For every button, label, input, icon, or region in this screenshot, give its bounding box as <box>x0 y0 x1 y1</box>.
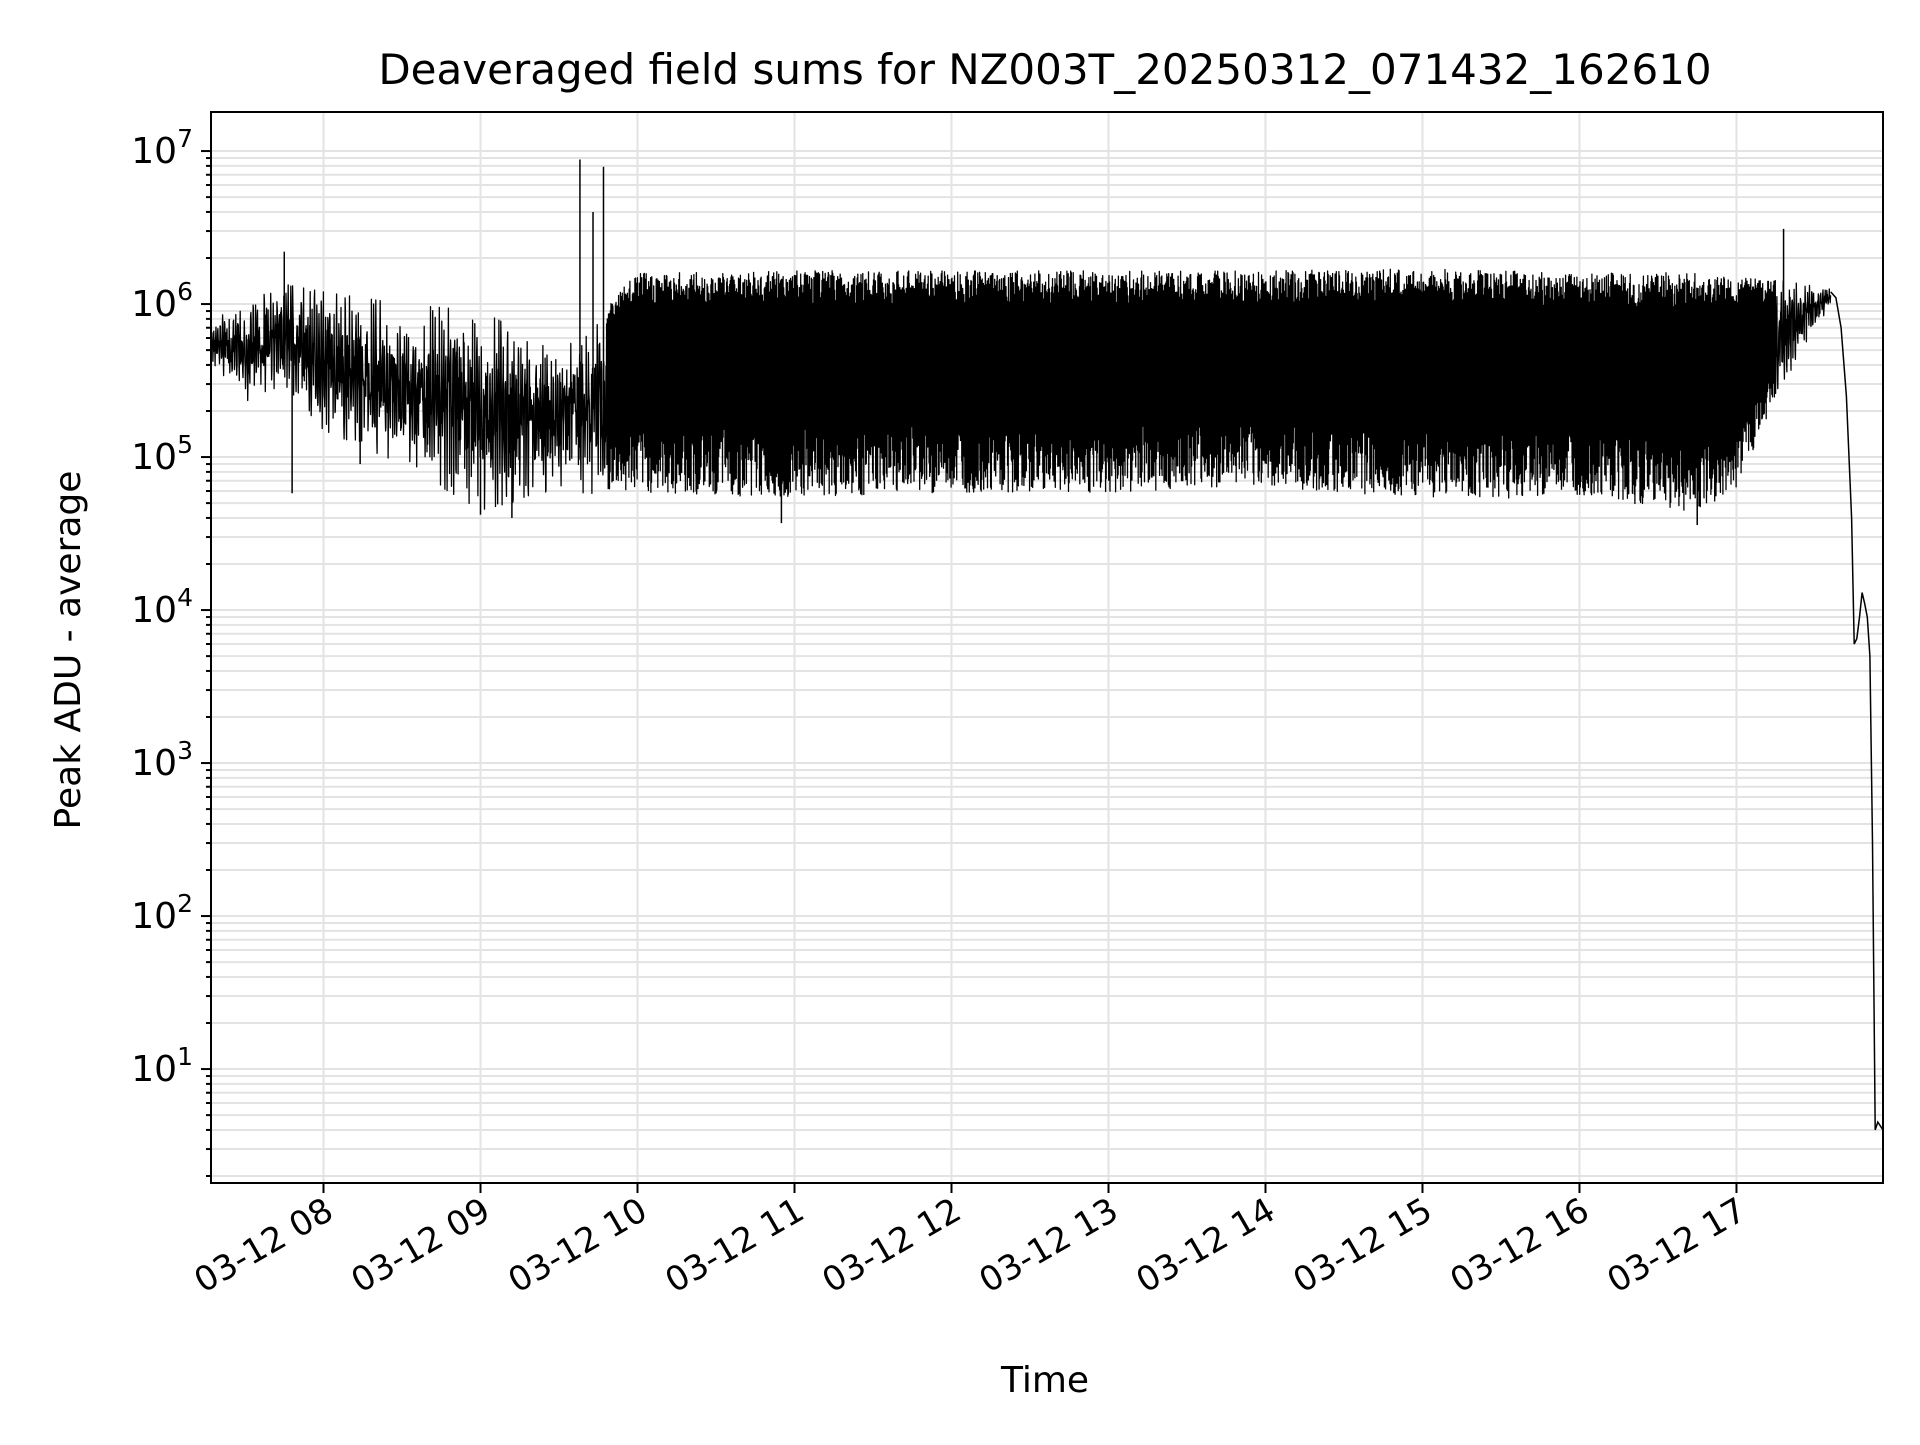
y-tick-label: 102 <box>131 889 193 937</box>
series-layer <box>210 159 1884 1131</box>
x-tick-label: 03-12 11 <box>659 1190 811 1301</box>
x-tick-label: 03-12 12 <box>816 1190 968 1301</box>
chart-title: Deaveraged field sums for NZ003T_2025031… <box>378 45 1711 94</box>
series-line <box>210 268 1832 511</box>
y-tick-label: 105 <box>131 430 193 478</box>
y-axis-label: Peak ADU - average <box>48 471 89 830</box>
y-tick-label: 103 <box>131 736 193 784</box>
x-axis-label: Time <box>1000 1360 1089 1401</box>
x-tick-label: 03-12 09 <box>345 1190 497 1301</box>
series-tail <box>1830 291 1884 1131</box>
plot-area-frame <box>210 111 1884 1184</box>
x-tick-label: 03-12 10 <box>502 1190 654 1301</box>
x-tick-label: 03-12 08 <box>188 1190 340 1301</box>
x-tick-label: 03-12 16 <box>1444 1190 1596 1301</box>
x-tick-label: 03-12 14 <box>1130 1190 1282 1301</box>
y-tick-label: 104 <box>131 583 193 631</box>
y-tick-label: 101 <box>131 1042 193 1090</box>
x-tick-label: 03-12 13 <box>973 1190 1125 1301</box>
x-tick-label: 03-12 17 <box>1601 1190 1753 1301</box>
y-tick-label: 106 <box>131 277 193 325</box>
y-tick-label: 107 <box>131 124 193 172</box>
grid <box>211 112 1883 1183</box>
x-tick-label: 03-12 15 <box>1287 1190 1439 1301</box>
